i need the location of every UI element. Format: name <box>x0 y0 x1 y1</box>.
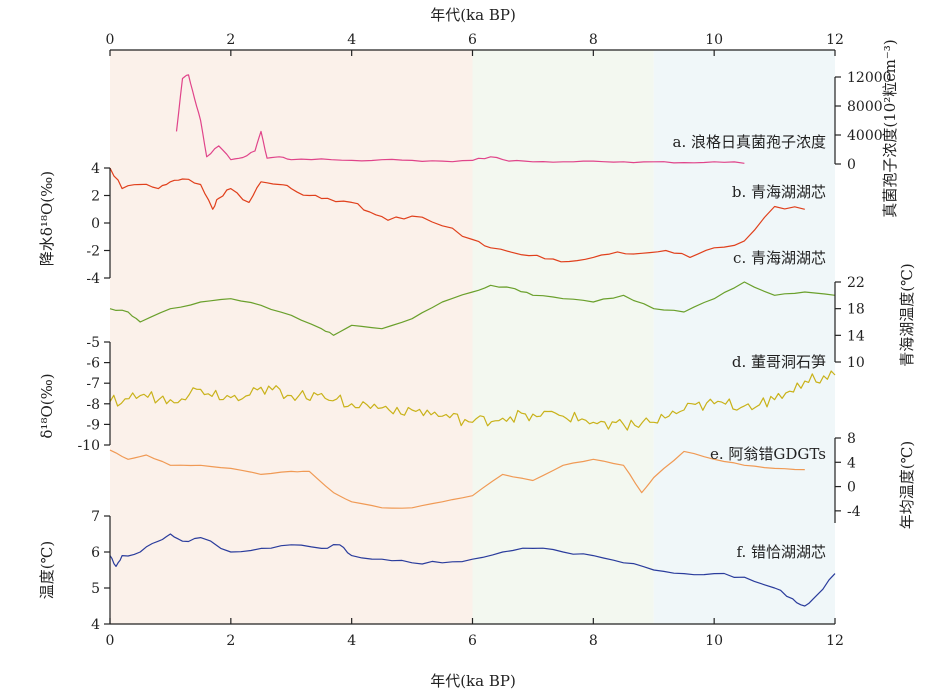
top-x-tick-label-4: 8 <box>589 32 598 48</box>
y-tick-label-b-0: -4 <box>86 271 100 287</box>
panel-label-c: c. 青海湖湖芯 <box>733 249 826 267</box>
y-tick-label-a-1: 4000 <box>847 128 883 144</box>
y-axis-title-f: 温度(℃) <box>38 541 56 599</box>
series-line-c <box>109 281 836 336</box>
y-tick-label-d-5: -5 <box>86 335 100 351</box>
panel-label-d: d. 董哥洞石笋 <box>732 353 826 371</box>
top-x-tick-label-6: 12 <box>826 32 844 48</box>
y-tick-label-d-3: -7 <box>86 376 100 392</box>
top-x-tick-label-3: 6 <box>468 32 477 48</box>
y-tick-label-e-0: -4 <box>847 504 861 520</box>
series-line-a <box>175 74 745 164</box>
y-axis-title-c: 青海湖温度(℃) <box>898 263 916 367</box>
panel-label-f: f. 错恰湖湖芯 <box>736 543 826 561</box>
axes: 00224466881010121204000800012000真菌孢子浓度(1… <box>38 32 916 649</box>
period-band-0 <box>110 50 473 624</box>
background-bands <box>110 50 835 624</box>
y-tick-label-b-3: 2 <box>91 189 100 205</box>
bottom-x-tick-label-4: 8 <box>589 633 598 649</box>
series-line-d <box>109 370 836 431</box>
panel-label-e: e. 阿翁错GDGTs <box>710 445 826 463</box>
top-x-tick-label-0: 0 <box>106 32 115 48</box>
y-tick-label-a-2: 8000 <box>847 99 883 115</box>
y-tick-label-c-0: 10 <box>847 355 865 371</box>
y-tick-label-f-1: 5 <box>91 581 100 597</box>
top-x-tick-label-1: 2 <box>226 32 235 48</box>
y-tick-label-f-0: 4 <box>91 617 100 633</box>
y-tick-label-b-4: 4 <box>91 161 100 177</box>
top-x-tick-label-2: 4 <box>347 32 356 48</box>
panel-label-a: a. 浪格日真菌孢子浓度 <box>673 133 826 151</box>
bottom-x-tick-label-3: 6 <box>468 633 477 649</box>
bottom-x-axis-label: 年代(ka BP) <box>430 672 516 690</box>
y-axis-title-b: 降水δ¹⁸O(‰) <box>38 171 56 266</box>
series-line-b <box>109 167 805 263</box>
bottom-x-tick-label-0: 0 <box>106 633 115 649</box>
y-tick-label-e-3: 8 <box>847 431 856 447</box>
series-line-e <box>109 449 805 509</box>
y-axis-title-d: δ¹⁸O(‰) <box>38 373 56 438</box>
top-x-tick-label-5: 10 <box>705 32 723 48</box>
y-tick-label-a-3: 12000 <box>847 70 892 86</box>
y-tick-label-d-1: -9 <box>86 417 100 433</box>
y-tick-label-d-2: -8 <box>86 397 100 413</box>
y-tick-label-c-2: 18 <box>847 302 865 318</box>
y-tick-label-e-2: 4 <box>847 455 856 471</box>
y-tick-label-f-2: 6 <box>91 545 100 561</box>
y-tick-label-f-3: 7 <box>91 509 100 525</box>
bottom-x-tick-label-1: 2 <box>226 633 235 649</box>
y-tick-label-c-1: 14 <box>847 328 865 344</box>
y-tick-label-c-3: 22 <box>847 275 865 291</box>
y-tick-label-a-0: 0 <box>847 157 856 173</box>
y-axis-title-a: 真菌孢子浓度(10²粒cm⁻³) <box>881 39 899 217</box>
top-x-axis-label: 年代(ka BP) <box>430 6 516 24</box>
period-band-2 <box>653 50 835 624</box>
y-tick-label-e-1: 0 <box>847 480 856 496</box>
period-band-1 <box>472 50 654 624</box>
bottom-x-tick-label-5: 10 <box>705 633 723 649</box>
bottom-x-tick-label-6: 12 <box>826 633 844 649</box>
panel-label-b: b. 青海湖湖芯 <box>732 183 826 201</box>
data-traces: a. 浪格日真菌孢子浓度 b. 青海湖湖芯 c. 青海湖湖芯 d. 董哥洞石笋 e. 阿… <box>109 74 836 607</box>
y-axis-title-e: 年均温度(℃) <box>898 441 916 529</box>
bottom-x-tick-label-2: 4 <box>347 633 356 649</box>
series-line-f <box>109 533 836 607</box>
y-tick-label-b-1: -2 <box>86 244 100 260</box>
y-tick-label-b-2: 0 <box>91 216 100 232</box>
y-tick-label-d-4: -6 <box>86 356 100 372</box>
y-tick-label-d-0: -10 <box>77 438 100 454</box>
